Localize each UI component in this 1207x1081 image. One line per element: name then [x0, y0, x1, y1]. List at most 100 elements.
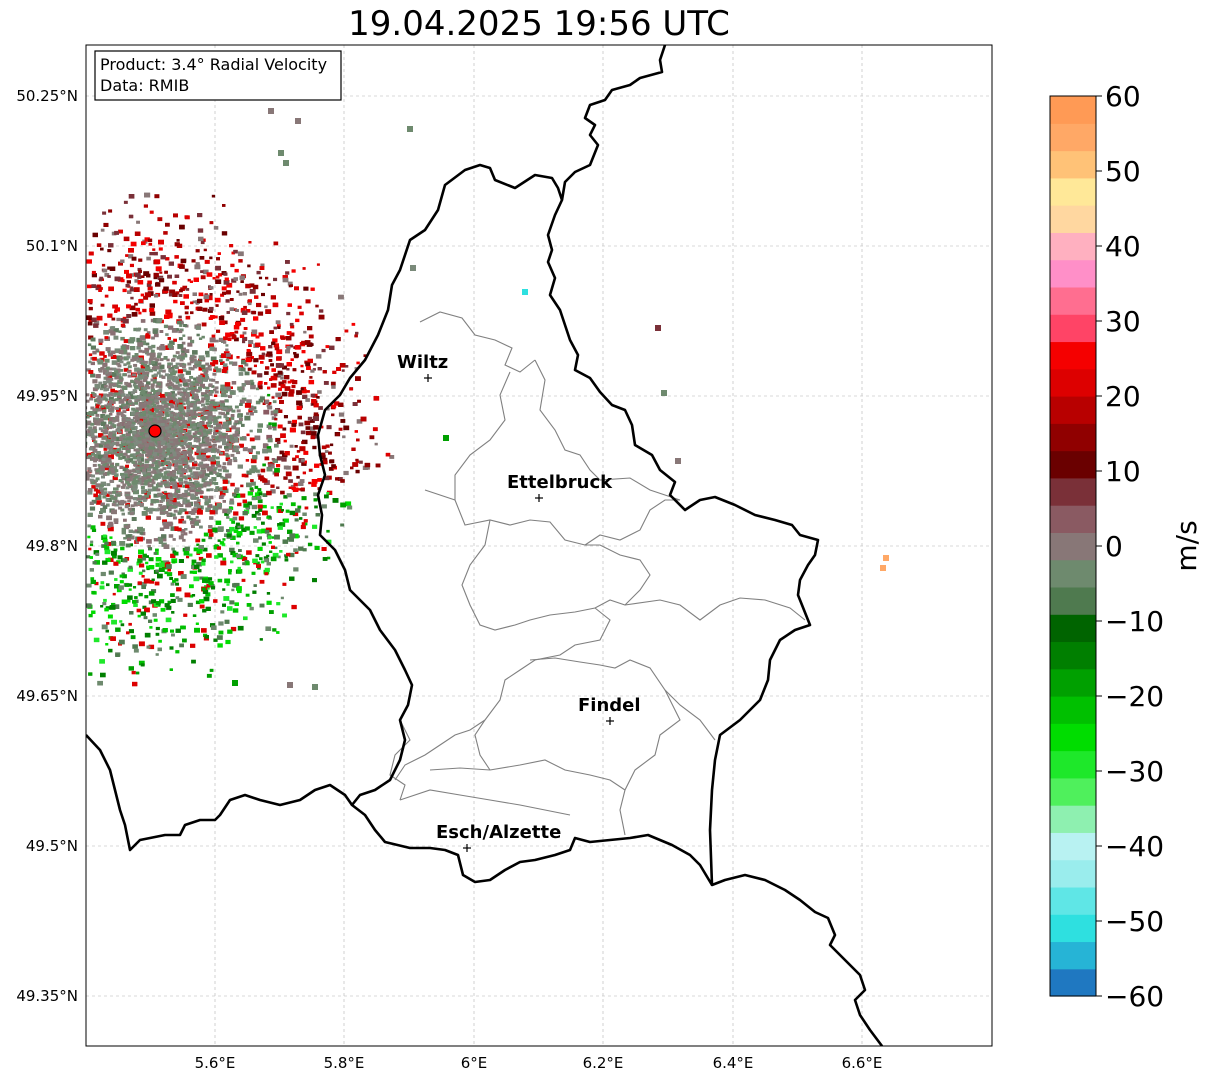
echo-pixel	[198, 292, 204, 297]
echo-pixel	[182, 363, 187, 367]
echo-pixel	[159, 271, 163, 274]
echo-pixel	[292, 368, 297, 372]
echo-pixel	[164, 571, 168, 575]
echo-pixel	[197, 569, 202, 573]
echo-pixel	[294, 286, 299, 291]
echo-pixel	[172, 280, 177, 285]
echo-pixel	[251, 445, 256, 450]
echo-pixel	[112, 475, 118, 481]
echo-pixel	[144, 237, 150, 242]
echo-pixel	[197, 306, 203, 311]
echo-pixel	[91, 528, 97, 532]
echo-pixel	[222, 488, 229, 493]
echo-pixel	[204, 635, 209, 639]
echo-pixel	[213, 388, 217, 392]
echo-pixel	[110, 406, 115, 410]
echo-pixel	[97, 395, 102, 399]
echo-pixel	[179, 494, 184, 498]
echo-pixel	[234, 337, 239, 342]
echo-pixel	[144, 450, 148, 454]
echo-pixel	[151, 336, 155, 340]
echo-pixel	[133, 586, 137, 589]
echo-pixel	[281, 509, 284, 512]
echo-pixel	[93, 550, 100, 555]
echo-pixel	[121, 393, 126, 397]
echo-pixel	[200, 426, 205, 430]
echo-pixel	[175, 596, 180, 600]
echo-pixel	[154, 259, 161, 265]
echo-pixel	[358, 460, 363, 464]
echo-pixel	[226, 533, 232, 538]
echo-pixel	[209, 378, 213, 382]
echo-pixel	[153, 276, 158, 280]
echo-pixel	[189, 488, 195, 493]
echo-pixel	[242, 556, 248, 562]
echo-pixel	[98, 393, 105, 398]
echo-pixel	[239, 386, 245, 391]
echo-pixel	[278, 509, 283, 513]
echo-pixel	[124, 395, 128, 399]
echo-pixel	[233, 511, 239, 516]
echo-pixel	[191, 564, 197, 569]
echo-pixel	[207, 529, 213, 533]
echo-pixel	[257, 373, 263, 378]
echo-pixel	[146, 283, 152, 287]
echo-pixel	[184, 592, 191, 598]
echo-pixel	[277, 523, 282, 527]
echo-pixel	[120, 546, 125, 551]
echo-pixel	[105, 424, 110, 428]
echo-pixel	[171, 365, 176, 369]
echo-pixel	[222, 476, 228, 481]
echo-pixel	[149, 357, 153, 361]
echo-pixel	[197, 451, 203, 456]
echo-pixel	[118, 639, 125, 645]
echo-pixel	[199, 256, 205, 260]
echo-pixel	[207, 447, 211, 451]
echo-pixel	[92, 463, 97, 467]
echo-pixel	[133, 489, 139, 495]
echo-pixel	[229, 498, 234, 502]
echo-pixel	[241, 423, 245, 427]
echo-pixel	[231, 425, 237, 430]
echo-pixel	[138, 660, 145, 666]
echo-pixel	[167, 343, 173, 348]
echo-pixel	[194, 451, 199, 456]
echo-pixel	[324, 450, 329, 453]
echo-pixel	[216, 257, 220, 261]
echo-pixel	[225, 358, 230, 362]
echo-pixel	[212, 277, 216, 280]
echo-pixel	[164, 492, 170, 498]
echo-pixel	[205, 455, 211, 460]
echo-pixel	[177, 404, 184, 410]
echo-pixel	[152, 329, 158, 334]
echo-pixel	[195, 600, 201, 605]
echo-pixel	[226, 282, 233, 288]
echo-pixel	[253, 364, 257, 368]
echo-pixel	[140, 340, 147, 346]
echo-pixel	[302, 471, 306, 475]
echo-pixel	[139, 335, 146, 341]
echo-pixel	[304, 535, 309, 539]
echo-pixel	[331, 413, 335, 417]
echo-pixel	[148, 483, 153, 487]
radar-echoes	[86, 108, 889, 690]
echo-pixel	[255, 400, 261, 405]
echo-pixel	[178, 518, 184, 524]
echo-pixel	[222, 366, 229, 371]
echo-pixel	[162, 562, 169, 568]
echo-pixel	[254, 485, 259, 489]
echo-pixel	[278, 381, 284, 386]
echo-pixel	[184, 393, 189, 397]
echo-pixel	[162, 288, 169, 293]
echo-pixel	[158, 540, 164, 544]
echo-pixel	[102, 602, 107, 606]
echo-pixel	[205, 436, 210, 440]
echo-pixel	[114, 469, 119, 473]
echo-pixel	[90, 435, 95, 438]
echo-pixel	[190, 413, 195, 416]
echo-pixel	[264, 371, 269, 375]
echo-pixel	[179, 320, 184, 324]
echo-pixel	[253, 584, 257, 587]
echo-pixel	[208, 403, 213, 407]
echo-pixel	[151, 599, 157, 604]
